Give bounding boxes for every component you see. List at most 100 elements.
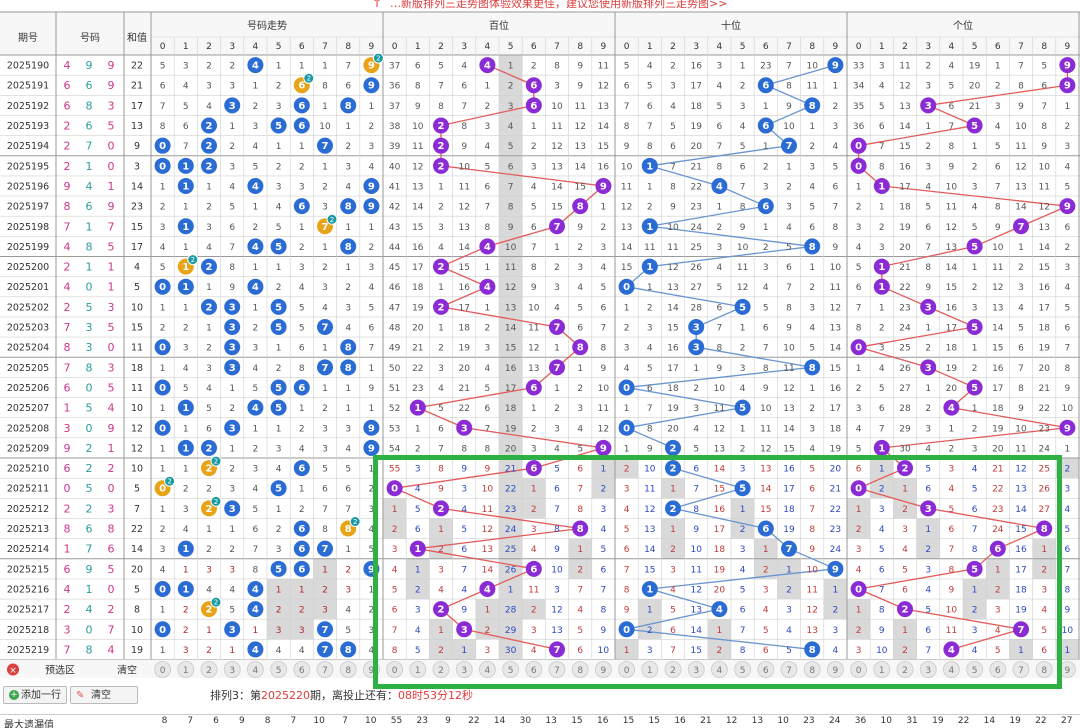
miss-value: 6 (856, 465, 862, 475)
miss-value: 25 (1038, 465, 1049, 475)
row-period: 2025198 (7, 222, 49, 233)
miss-value: 23 (830, 525, 841, 535)
miss-value: 43 (389, 223, 400, 233)
miss-value: 1 (972, 404, 978, 414)
trend-ball-label: 3 (229, 343, 236, 354)
miss-value: 5 (925, 203, 931, 213)
miss-value: 3 (925, 162, 931, 172)
max-miss-value: 13 (545, 716, 557, 726)
miss-value: 4 (786, 223, 792, 233)
position-ball (665, 439, 681, 456)
miss-value: 14 (830, 344, 842, 354)
miss-value: 6 (601, 565, 607, 575)
miss-value: 1 (322, 102, 328, 112)
miss-value: 22 (690, 182, 701, 192)
miss-value: 4 (1065, 283, 1071, 293)
trend-ball-label: 6 (298, 544, 305, 555)
miss-value: 1 (345, 384, 351, 394)
miss-value: 1 (879, 465, 885, 475)
miss-value: 11 (737, 263, 748, 273)
shade-cell (707, 619, 731, 640)
miss-value: 1 (369, 585, 375, 595)
miss-value: 10 (806, 62, 818, 72)
position-ball (711, 177, 728, 194)
miss-value: 10 (1062, 626, 1074, 636)
position-ball-label: 3 (693, 343, 700, 354)
header-digit: 6 (531, 42, 537, 52)
shade-cell (452, 639, 476, 660)
position-ball-label: 4 (484, 584, 491, 595)
position-ball (757, 117, 774, 134)
trend-ball-label: 7 (322, 363, 329, 374)
preselect-ball (154, 661, 172, 678)
trend-ball-label: 9 (368, 202, 375, 213)
miss-value: 6 (624, 82, 630, 92)
position-ball-label: 0 (623, 423, 630, 434)
miss-value: 50 (389, 364, 401, 374)
miss-value: 5 (1065, 182, 1071, 192)
trend-ball-label: 0 (159, 343, 166, 354)
preselect-ball-label: 5 (276, 666, 282, 676)
miss-value: 3 (206, 364, 212, 374)
miss-value: 12 (1038, 203, 1049, 213)
row-digit: 1 (108, 180, 115, 193)
miss-value: 14 (760, 485, 772, 495)
miss-value: 37 (389, 62, 400, 72)
clear-button[interactable]: ✎ 清空 (70, 686, 138, 704)
position-ball-label: 5 (971, 121, 978, 132)
miss-value: 23 (760, 62, 771, 72)
miss-value: 1 (833, 585, 839, 595)
trend-ball (177, 157, 194, 174)
miss-value: 3 (856, 404, 862, 414)
miss-value: 2 (206, 545, 212, 555)
miss-value: 3 (925, 565, 931, 575)
miss-value: 9 (485, 465, 491, 475)
row-digit: 2 (64, 261, 71, 274)
add-row-button[interactable]: + 添加一行 (3, 686, 67, 704)
row-digit: 1 (86, 160, 93, 173)
position-ball-label: 8 (809, 645, 816, 656)
position-ball-label: 5 (739, 302, 746, 313)
miss-value: 4 (879, 364, 885, 374)
miss-value: 8 (461, 444, 467, 454)
miss-value: 2 (206, 485, 212, 495)
miss-value: 4 (160, 243, 166, 253)
top-notice[interactable]: …新版排列三走势图体验效果更佳，建议您使用新版排列三走势图>> (390, 0, 728, 10)
shade-cell (893, 639, 917, 660)
position-ball (525, 77, 542, 94)
position-ball-label: 6 (994, 544, 1001, 555)
miss-value: 8 (531, 263, 537, 273)
preselect-ball-label: 5 (740, 666, 746, 676)
miss-value: 7 (229, 243, 235, 253)
miss-value: 14 (714, 465, 726, 475)
miss-value: 4 (763, 606, 769, 616)
miss-value: 6 (879, 122, 885, 132)
top-banner[interactable]: ↑ …新版排列三走势图体验效果更佳，建议您使用新版排列三走势图>> (0, 0, 1080, 12)
miss-value: 9 (577, 82, 583, 92)
position-ball (549, 319, 565, 336)
miss-value: 6 (902, 585, 908, 595)
miss-value: 3 (276, 182, 282, 192)
shade-cell (290, 578, 314, 600)
position-ball-label: 0 (855, 141, 862, 152)
repeat-badge (187, 254, 199, 266)
row-digit: 0 (108, 482, 115, 495)
position-ball (433, 298, 449, 315)
row-digit: 0 (64, 482, 71, 495)
miss-value: 8 (1041, 122, 1047, 132)
miss-value: 3 (554, 82, 560, 92)
miss-value: 4 (369, 525, 375, 535)
max-miss-value: 13 (751, 716, 764, 726)
trend-ball-label: 8 (345, 645, 352, 656)
miss-value: 2 (229, 404, 235, 414)
position-ball (920, 359, 937, 376)
miss-value: 10 (806, 565, 818, 575)
row-sum: 5 (134, 584, 140, 595)
trend-ball-label: 0 (159, 282, 166, 293)
miss-value: 3 (253, 465, 259, 475)
row-sum: 9 (134, 141, 140, 152)
miss-value: 5 (647, 364, 653, 374)
trend-ball-label: 6 (298, 101, 305, 112)
miss-value: 3 (369, 626, 375, 636)
miss-value: 5 (949, 505, 955, 515)
